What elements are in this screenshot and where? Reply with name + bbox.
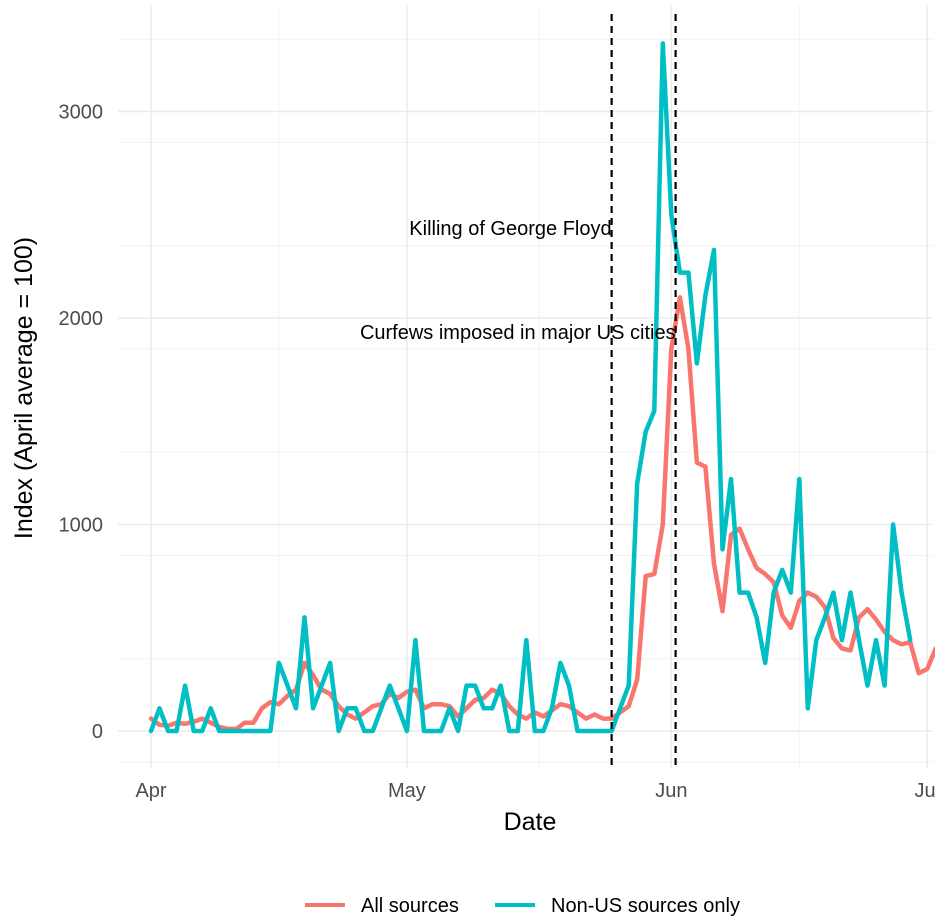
- event-lines: [610, 14, 677, 768]
- y-tick-label: 3000: [59, 102, 104, 124]
- event-annotation: Killing of George Floyd: [409, 218, 611, 240]
- x-tick-label: Apr: [135, 780, 166, 802]
- x-axis-title: Date: [504, 808, 557, 836]
- y-tick-label: 2000: [59, 308, 104, 330]
- x-tick-label: May: [388, 780, 426, 802]
- grid-minor: [118, 5, 933, 768]
- event-annotation: Curfews imposed in major US cities: [360, 322, 676, 344]
- y-axis-title: Index (April average = 100): [10, 237, 38, 539]
- series-layer: [148, 41, 935, 734]
- y-tick-label: 1000: [59, 515, 104, 537]
- y-tick-labels: 0 1000 2000 3000: [59, 102, 104, 744]
- legend-label-non-us-sources: Non-US sources only: [551, 895, 740, 917]
- series-line-all-sources: [148, 295, 935, 732]
- annotations: Killing of George Floyd Curfews imposed i…: [360, 218, 676, 344]
- x-tick-label: Jul: [914, 780, 935, 802]
- y-tick-label: 0: [92, 721, 103, 743]
- x-tick-label: Jun: [655, 780, 687, 802]
- legend-label-all-sources: All sources: [361, 895, 459, 917]
- series-line-non-us-sources: [148, 41, 913, 734]
- legend: All sources Non-US sources only: [305, 895, 740, 917]
- x-tick-labels: Apr May Jun Jul: [135, 780, 935, 802]
